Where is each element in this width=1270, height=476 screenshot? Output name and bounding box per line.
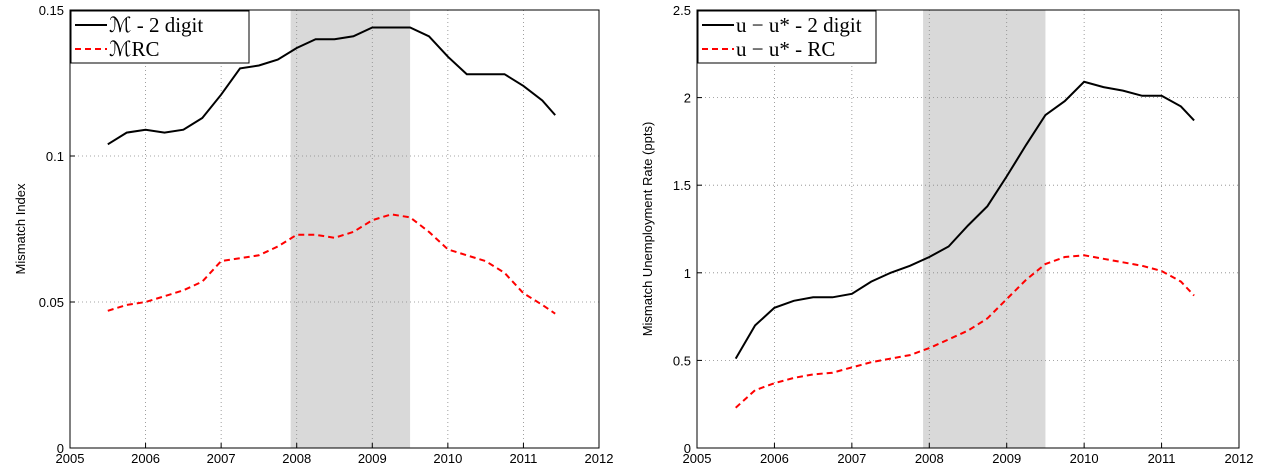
recession-shade	[923, 10, 1046, 448]
y-tick-label: 2	[684, 91, 691, 106]
x-tick-label: 2009	[992, 451, 1021, 466]
legend-label: ℳRC	[109, 37, 159, 61]
x-tick-label: 2005	[56, 451, 85, 466]
x-tick-label: 2005	[683, 451, 712, 466]
legend-label: ℳ - 2 digit	[109, 13, 203, 37]
y-axis-label: Mismatch Unemployment Rate (ppts)	[640, 122, 655, 337]
y-tick-label: 0.1	[46, 149, 64, 164]
legend-label: u − u* - 2 digit	[736, 13, 862, 37]
plot: 2005 2006 2007 2008 2009 2010 2011 2012 0 0.5 1 1.5…	[640, 3, 1253, 466]
recession-shade	[290, 10, 411, 448]
legend-box	[70, 10, 250, 64]
y-tick-label: 0.05	[39, 295, 64, 310]
axes-frame	[696, 9, 1240, 449]
x-tick-label: 2008	[915, 451, 944, 466]
x-tick-label: 2010	[433, 451, 462, 466]
legend-box	[697, 10, 877, 64]
plot: 2005 2006 2007 2008 2009 2010 2011 2012 0 0.05 0.1…	[13, 3, 613, 466]
x-tick-label: 2012	[1225, 451, 1254, 466]
y-tick-label: 0.5	[673, 353, 691, 368]
x-tick-label: 2010	[1070, 451, 1099, 466]
x-tick-label: 2011	[1148, 451, 1176, 466]
y-tick-label: 2.5	[673, 3, 691, 18]
x-tick-label: 2006	[131, 451, 160, 466]
y-tick-label: 0.15	[39, 3, 64, 18]
x-tick-label: 2009	[358, 451, 387, 466]
x-tick-label: 2006	[760, 451, 789, 466]
y-tick-label: 0	[57, 441, 64, 456]
y-axis-label: Mismatch Index	[13, 183, 28, 275]
x-tick-label: 2011	[509, 451, 537, 466]
series-line	[735, 254, 1195, 409]
x-tick-label: 2008	[282, 451, 311, 466]
y-tick-label: 1.5	[673, 178, 691, 193]
y-tick-label: 0	[684, 441, 691, 456]
x-tick-label: 2007	[837, 451, 866, 466]
legend-label: u − u* - RC	[736, 37, 835, 61]
axes-frame	[69, 9, 600, 449]
x-tick-label: 2012	[585, 451, 614, 466]
y-tick-label: 1	[684, 266, 691, 281]
x-tick-label: 2007	[207, 451, 236, 466]
series-line	[107, 26, 556, 146]
series-line	[734, 80, 1195, 360]
